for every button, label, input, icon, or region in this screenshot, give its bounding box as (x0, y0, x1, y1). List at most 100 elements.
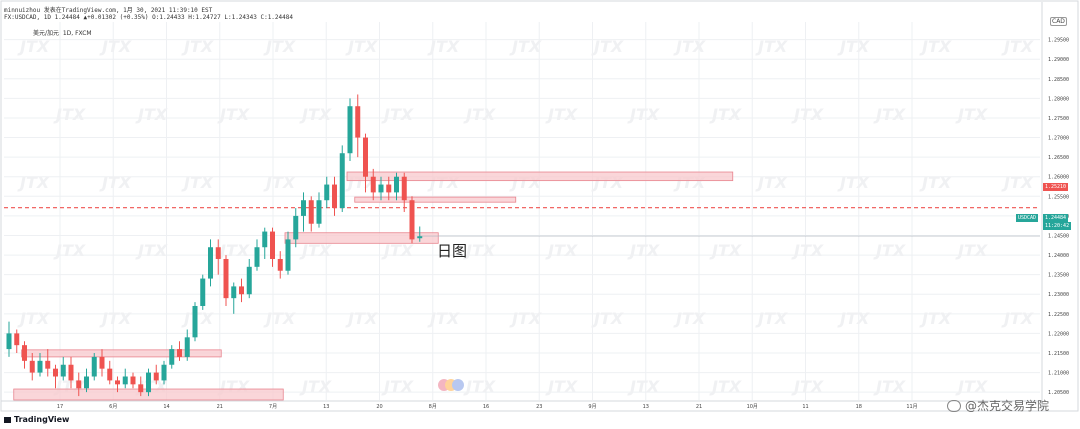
candle-body (308, 200, 314, 224)
y-tick-label: 1.26500 (1048, 155, 1069, 161)
watermark-text: JTX (545, 377, 578, 396)
watermark-text: JTX (463, 105, 496, 124)
watermark-text: JTX (299, 241, 332, 260)
watermark-text: JTX (837, 173, 870, 192)
candle-body (285, 239, 291, 271)
candle-body (223, 258, 229, 299)
chart-caption: 日图 (437, 242, 468, 260)
candle-body (347, 106, 353, 154)
candle-body (14, 333, 20, 346)
x-tick-label: 6月 (109, 404, 117, 410)
header-author-line: minnuizhou 发表在TradingView.com, 1月 30, 20… (4, 7, 213, 14)
candle-body (339, 153, 345, 209)
watermark-text: JTX (263, 37, 296, 56)
x-tick-label: 13 (643, 404, 649, 410)
y-tick-label: 1.28000 (1048, 96, 1069, 102)
candle-body (231, 286, 237, 299)
level-price-tag: 1.25210 (1043, 183, 1069, 191)
watermark-text: JTX (837, 37, 870, 56)
candle-body (68, 364, 74, 381)
candle-body (177, 349, 182, 357)
watermark-text: JTX (17, 309, 50, 328)
candle-body (378, 184, 384, 193)
candle-body (122, 376, 128, 385)
y-tick-label: 1.23500 (1048, 273, 1069, 279)
y-tick-label: 1.24500 (1048, 233, 1069, 239)
current-price-tag: 1.24484 (1043, 214, 1069, 222)
candle-body (246, 266, 252, 295)
y-tick-label: 1.27500 (1048, 116, 1069, 122)
x-tick-label: 9月 (588, 404, 596, 410)
candle-body (409, 200, 415, 240)
zone-mid-2 (354, 196, 517, 203)
candle-body (107, 368, 113, 381)
watermark-text: JTX (99, 309, 132, 328)
candle-body (208, 247, 213, 279)
watermark-text: JTX (345, 309, 378, 328)
watermark-text: JTX (381, 241, 414, 260)
watermark-text: JTX (53, 241, 86, 260)
watermark-text: JTX (755, 173, 788, 192)
watermark-text: JTX (1001, 309, 1034, 328)
x-tick-label: 8月 (429, 404, 437, 410)
watermark-text: JTX (299, 377, 332, 396)
x-tick-label: 21 (217, 404, 223, 410)
watermark-text: JTX (463, 241, 496, 260)
tradingview-logo: TradingView (4, 415, 69, 424)
candle-body (355, 106, 361, 138)
zone-low-1 (21, 349, 222, 358)
x-tick-label: 11 (802, 404, 808, 410)
y-tick-label: 1.27000 (1048, 136, 1069, 142)
watermark-text: JTX (263, 309, 296, 328)
watermark-text: JTX (299, 105, 332, 124)
watermark-text: JTX (873, 105, 906, 124)
x-tick-label: 14 (163, 404, 169, 410)
candle-body (394, 176, 399, 193)
watermark-text: JTX (509, 37, 542, 56)
source-credit-text: @杰克交易学院 (965, 399, 1050, 413)
candle-body (37, 360, 43, 373)
y-tick-label: 1.22500 (1048, 312, 1069, 318)
watermark-text: JTX (345, 37, 378, 56)
y-tick-label: 1.22000 (1048, 331, 1069, 337)
candle-body (146, 372, 151, 393)
watermark-text: JTX (217, 105, 250, 124)
candle-body (239, 286, 244, 295)
watermark-text: JTX (381, 105, 414, 124)
candle-body (153, 372, 159, 381)
watermark-text: JTX (135, 241, 168, 260)
candle-body (84, 376, 89, 389)
watermark-text: JTX (873, 241, 906, 260)
x-tick-label: 11月 (906, 404, 917, 410)
watermark-text: JTX (1001, 173, 1034, 192)
candle-body (277, 258, 283, 271)
y-tick-label: 1.28500 (1048, 77, 1069, 83)
candle-body (99, 356, 105, 369)
candle-body (45, 360, 51, 369)
watermark-text: JTX (837, 309, 870, 328)
watermark-text: JTX (627, 377, 660, 396)
watermark-text: JTX (381, 377, 414, 396)
zone-mid-3 (284, 232, 439, 244)
candle-body (332, 184, 337, 209)
watermark-text: JTX (755, 37, 788, 56)
candle-body (200, 278, 206, 306)
y-tick-label: 1.20500 (1048, 390, 1069, 396)
header-quote-line: FX:USDCAD, 1D 1.24484 ▲+0.01302 (+0.35%)… (4, 14, 293, 21)
y-tick-label: 1.29500 (1048, 38, 1069, 44)
watermark-text: JTX (709, 241, 742, 260)
watermark-text: JTX (509, 309, 542, 328)
countdown-tag: 11:20:42 (1043, 222, 1072, 230)
y-tick-label: 1.29000 (1048, 57, 1069, 63)
candle-body (215, 247, 221, 259)
x-tick-label: 13 (323, 404, 329, 410)
x-tick-label: 20 (376, 404, 382, 410)
tradingview-logo-text: TradingView (14, 415, 70, 424)
watermark-text: JTX (919, 309, 952, 328)
watermark-text: JTX (627, 241, 660, 260)
candle-body (301, 200, 306, 216)
x-tick-label: 10月 (747, 404, 758, 410)
watermark-text: JTX (53, 105, 86, 124)
watermark-text: JTX (427, 37, 460, 56)
candle-body (417, 236, 423, 239)
